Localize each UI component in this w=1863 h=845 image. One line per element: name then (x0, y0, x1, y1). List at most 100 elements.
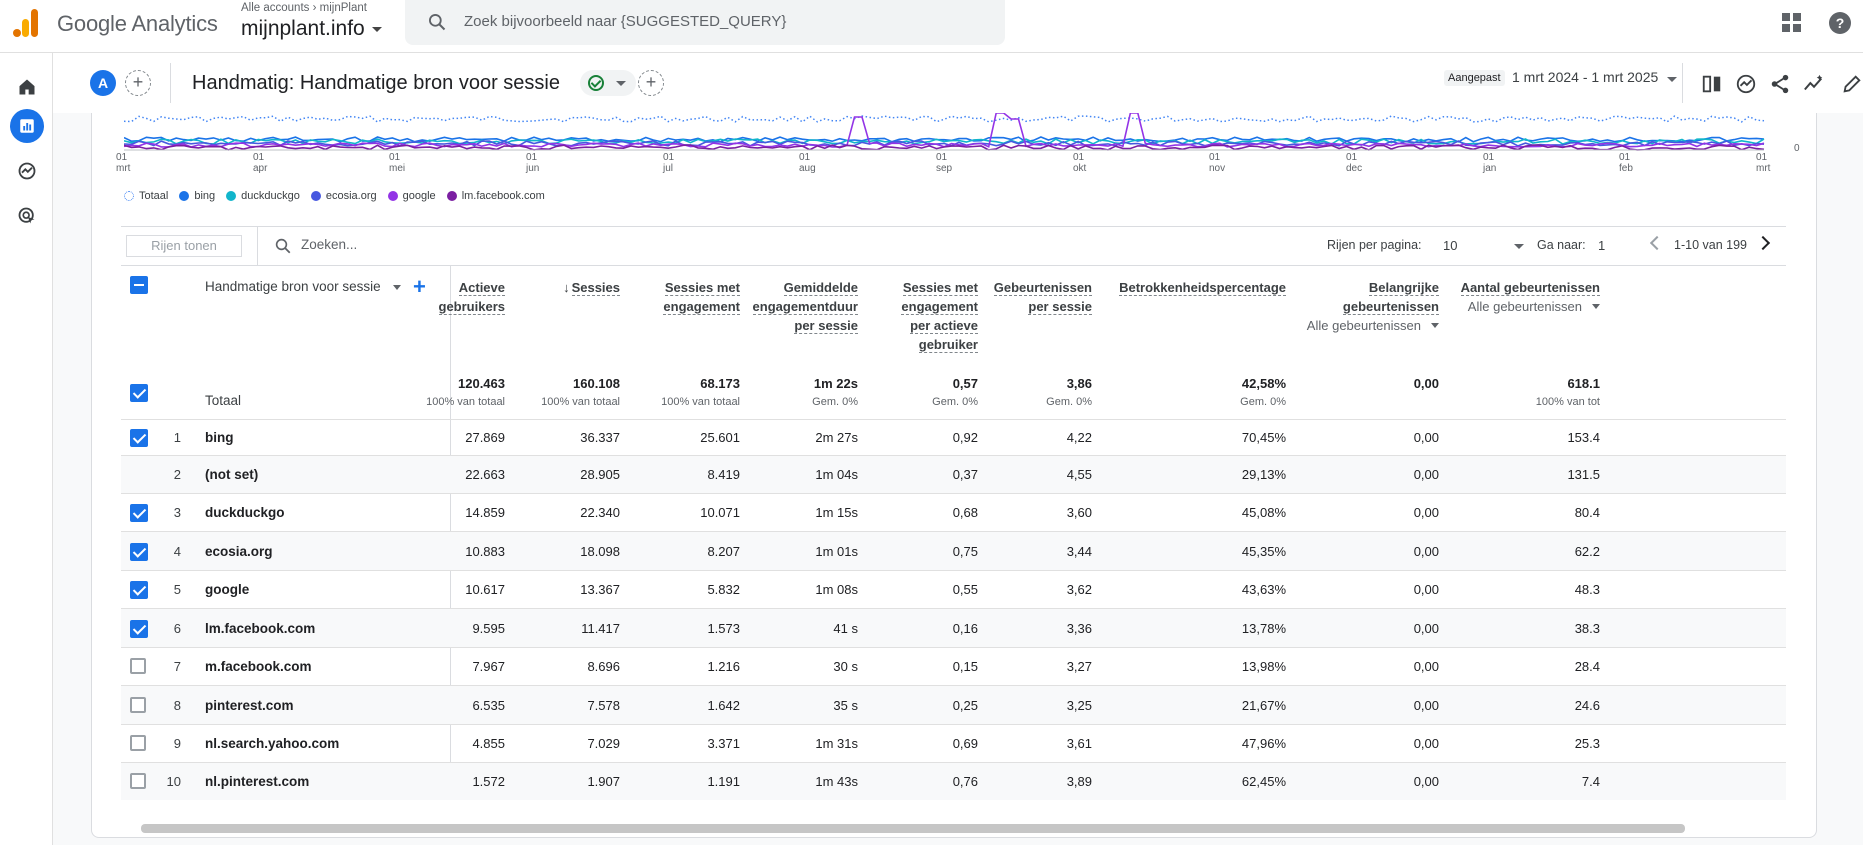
legend-item[interactable]: google (387, 188, 436, 204)
row-dimension-value[interactable]: lm.facebook.com (205, 621, 316, 636)
dimension-header[interactable]: Handmatige bron voor sessie (205, 279, 381, 294)
column-header[interactable]: Aantal gebeurtenissen Alle gebeurtenissen (1460, 278, 1600, 316)
caret-down-icon[interactable] (372, 27, 382, 32)
account-breadcrumb[interactable]: Alle accounts › mijnPlant (241, 2, 367, 14)
table-cell: 10.883 (465, 544, 505, 559)
chevron-down-icon[interactable] (393, 285, 401, 290)
add-report-tab-button[interactable]: + (638, 70, 664, 96)
row-dimension-value[interactable]: m.facebook.com (205, 659, 312, 674)
row-checkbox[interactable] (130, 504, 148, 522)
legend-item[interactable]: Totaal (124, 188, 168, 204)
row-checkbox[interactable] (130, 697, 146, 713)
add-comparison-button[interactable]: + (125, 70, 151, 96)
add-dimension-button[interactable]: + (413, 274, 426, 299)
row-dimension-value[interactable]: google (205, 582, 250, 597)
row-checkbox[interactable] (130, 773, 146, 789)
legend-dot-icon (124, 191, 134, 201)
row-dimension-value[interactable]: (not set) (205, 467, 259, 482)
column-header-line: ↓ Sessies (563, 278, 620, 297)
row-checkbox[interactable] (130, 658, 146, 674)
column-header[interactable]: Betrokkenheidspercentage (1119, 278, 1286, 297)
column-header[interactable]: Sessies met engagement per actieve gebruike… (901, 278, 978, 354)
row-checkbox[interactable] (130, 543, 148, 561)
table-cell: 1.573 (707, 621, 740, 636)
next-page-icon[interactable] (1755, 235, 1771, 251)
column-header-line: Gemiddelde (753, 278, 858, 297)
apps-grid-icon[interactable] (1782, 13, 1802, 33)
table-row[interactable]: 3 duckduckgo 14.859 22.340 10.071 1m 15s 0,68 3… (121, 493, 1786, 531)
total-row-checkbox[interactable] (130, 384, 148, 402)
row-checkbox[interactable] (130, 581, 148, 599)
table-row[interactable]: 5 google 10.617 13.367 5.832 1m 08s 0,55 3,62 43… (121, 570, 1786, 608)
reports-icon[interactable] (10, 109, 44, 143)
share-icon[interactable] (1769, 73, 1791, 95)
edit-pencil-icon[interactable] (1841, 73, 1863, 95)
insights-icon[interactable] (1735, 73, 1757, 95)
report-title: Handmatig: Handmatige bron voor sessie (192, 72, 560, 94)
row-dimension-value[interactable]: nl.search.yahoo.com (205, 736, 340, 751)
table-row[interactable]: 8 pinterest.com 6.535 7.578 1.642 35 s 0,25 3,2… (121, 685, 1786, 724)
explore-icon[interactable] (10, 154, 44, 188)
event-filter-select[interactable]: Alle gebeurtenissen (1461, 297, 1600, 316)
all-accounts-link[interactable]: Alle accounts (241, 2, 310, 14)
header-divider (1682, 63, 1683, 103)
goto-page-input[interactable]: 1 (1598, 238, 1606, 253)
row-dimension-value[interactable]: ecosia.org (205, 544, 273, 559)
table-cell: 11.417 (581, 621, 620, 636)
row-dimension-value[interactable]: pinterest.com (205, 698, 294, 713)
global-search[interactable]: Zoek bijvoorbeeld naar {SUGGESTED_QUERY} (405, 0, 1005, 45)
x-axis-tick-label: 01 jan (1483, 152, 1513, 174)
table-row[interactable]: 9 nl.search.yahoo.com 4.855 7.029 3.371 1m 31… (121, 724, 1786, 762)
table-cell: 0,00 (1413, 505, 1439, 520)
column-header-line: gebruikers (438, 297, 505, 316)
legend-item[interactable]: ecosia.org (310, 188, 377, 204)
column-header[interactable]: Sessies met engagement (663, 278, 740, 316)
legend-item[interactable]: bing (179, 188, 215, 204)
timeseries-chart[interactable]: 0 01 mrt 01 apr 01 mei 01 jun 01 jul 01 aug 01 sep 01 o… (116, 113, 1800, 223)
rows-per-page-select[interactable]: 10 (1443, 238, 1458, 253)
table-row[interactable]: 1 bing 27.869 36.337 25.601 2m 27s 0,92 4,22 70,… (121, 419, 1786, 455)
table-row[interactable]: 4 ecosia.org 10.883 18.098 8.207 1m 01s 0,75 3,… (121, 531, 1786, 570)
row-checkbox[interactable] (130, 735, 146, 751)
help-icon[interactable]: ? (1829, 12, 1851, 34)
table-row[interactable]: 7 m.facebook.com 7.967 8.696 1.216 30 s 0,15 3,… (121, 647, 1786, 685)
table-cell: 7.578 (587, 698, 620, 713)
column-header[interactable]: Gemiddelde engagementduur per sessie (752, 278, 858, 335)
check-circle-icon (588, 75, 604, 91)
table-row[interactable]: 6 lm.facebook.com 9.595 11.417 1.573 41 s 0,16… (121, 608, 1786, 647)
table-search-input[interactable]: Zoeken... (301, 237, 358, 252)
compare-icon[interactable] (1701, 73, 1723, 95)
legend-item[interactable]: lm.facebook.com (446, 188, 545, 204)
table-row[interactable]: 2 (not set) 22.663 28.905 8.419 1m 04s 0,37 4,5… (121, 455, 1786, 493)
comparison-avatar[interactable]: A (90, 70, 116, 96)
home-icon[interactable] (10, 70, 44, 104)
column-header[interactable]: Gebeurtenissen per sessie (993, 278, 1092, 316)
legend-item[interactable]: duckduckgo (226, 188, 300, 204)
event-filter-select[interactable]: Alle gebeurtenissen (1307, 316, 1439, 335)
plot-rows-button[interactable]: Rijen tonen (126, 235, 242, 257)
chevron-down-icon[interactable] (1514, 244, 1524, 249)
column-header[interactable]: Belangrijke gebeurtenissen Alle gebeurteni… (1307, 278, 1439, 335)
table-row[interactable]: 10 nl.pinterest.com 1.572 1.907 1.191 1m 43s 0… (121, 762, 1786, 800)
column-header[interactable]: ↓ Sessies (563, 278, 620, 297)
select-all-checkbox[interactable] (130, 276, 148, 294)
trend-sparkle-icon[interactable] (1803, 73, 1825, 95)
row-checkbox[interactable] (130, 429, 148, 447)
report-status-chip[interactable] (580, 70, 636, 96)
goto-page-label: Ga naar: (1537, 238, 1586, 252)
property-selector[interactable]: mijnplant.info (241, 17, 365, 40)
row-checkbox[interactable] (130, 620, 148, 638)
previous-page-icon[interactable] (1649, 235, 1665, 251)
advertising-icon[interactable] (10, 199, 44, 233)
column-header[interactable]: Actieve gebruikers (438, 278, 505, 316)
property-crumb[interactable]: mijnPlant (319, 2, 367, 14)
horizontal-scrollbar[interactable] (141, 824, 1685, 833)
row-dimension-value[interactable]: duckduckgo (205, 505, 285, 520)
row-index: 4 (173, 544, 181, 559)
row-dimension-value[interactable]: bing (205, 430, 234, 445)
x-tick-day: 01 (936, 152, 948, 163)
row-dimension-value[interactable]: nl.pinterest.com (205, 774, 310, 789)
google-analytics-logo[interactable] (13, 7, 39, 37)
sort-descending-icon[interactable]: ↓ (563, 280, 570, 295)
table-cell: 27.869 (465, 430, 505, 445)
